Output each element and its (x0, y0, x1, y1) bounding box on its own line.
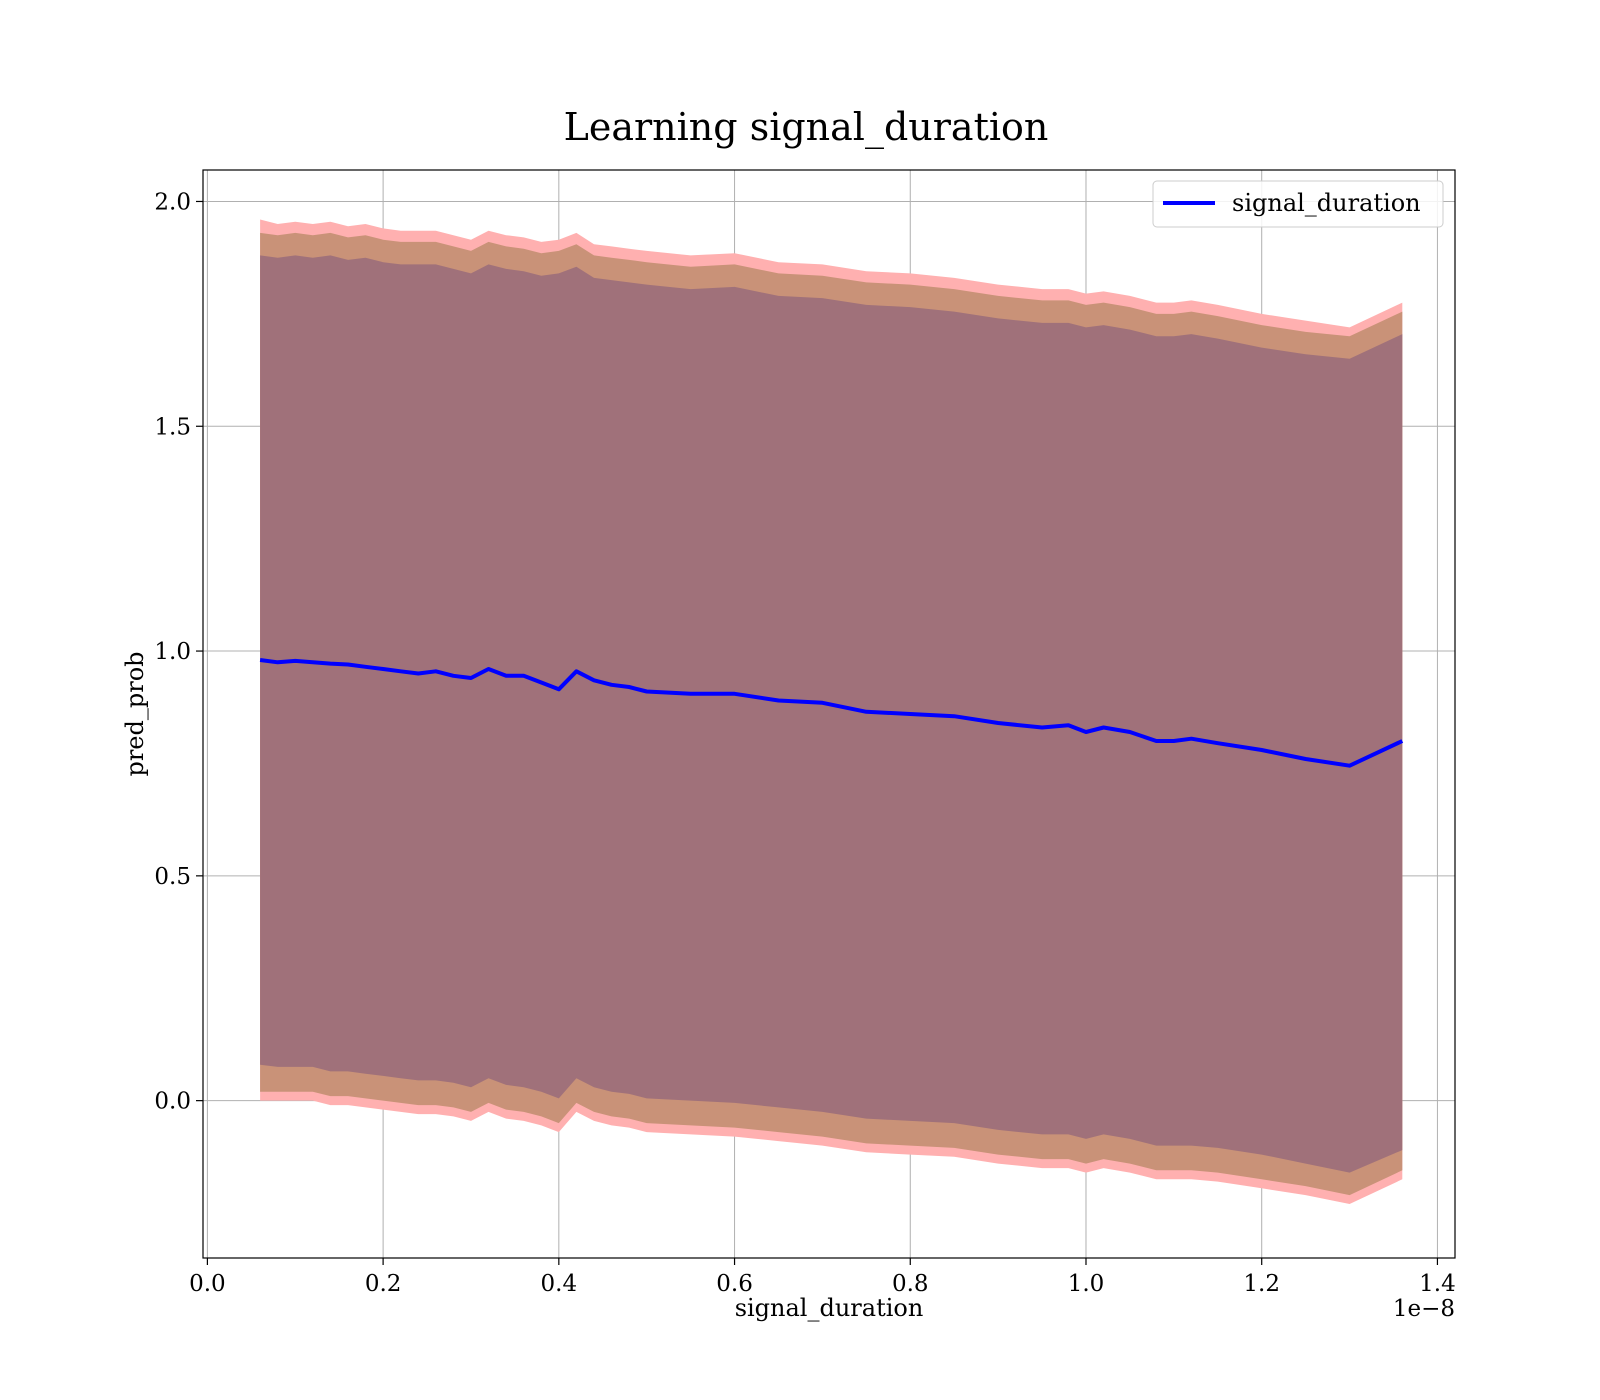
y-tick-label-3: 1.5 (154, 414, 191, 440)
x-tick-label-3: 0.6 (716, 1271, 753, 1297)
x-tick-label-0: 0.0 (189, 1271, 226, 1297)
mean-line-layer (259, 658, 1404, 768)
y-tick-label-1: 0.5 (154, 864, 191, 890)
x-tick-label-4: 0.8 (892, 1271, 929, 1297)
x-tick-label-7: 1.4 (1419, 1271, 1456, 1297)
legend: signal_duration (1152, 180, 1444, 228)
y-tick-label-4: 2.0 (154, 189, 191, 215)
y-axis-label: pred_prob (121, 651, 149, 776)
x-axis-ticks: 0.0 0.2 0.4 0.6 0.8 1.0 1.2 1.4 (189, 1258, 1456, 1297)
legend-box (1152, 180, 1444, 228)
x-tick-label-5: 1.0 (1068, 1271, 1105, 1297)
x-axis-offset-label: 1e−8 (1393, 1296, 1455, 1322)
x-tick-label-1: 0.2 (365, 1271, 402, 1297)
y-axis-ticks: 0.0 0.5 1.0 1.5 2.0 (154, 189, 203, 1115)
legend-entry-signal-duration: signal_duration (1232, 189, 1421, 217)
plot-frame (202, 169, 1456, 1259)
y-tick-label-0: 0.0 (154, 1089, 191, 1115)
chart-title: Learning signal_duration (564, 105, 1049, 150)
x-tick-label-6: 1.2 (1243, 1271, 1280, 1297)
y-tick-label-2: 1.0 (154, 639, 191, 665)
band-inner-area (260, 255, 1403, 1173)
confidence-bands (260, 219, 1403, 1204)
x-tick-label-2: 0.4 (541, 1271, 578, 1297)
x-axis-label: signal_duration (735, 1294, 924, 1322)
series-line-signal-duration (259, 658, 1404, 768)
